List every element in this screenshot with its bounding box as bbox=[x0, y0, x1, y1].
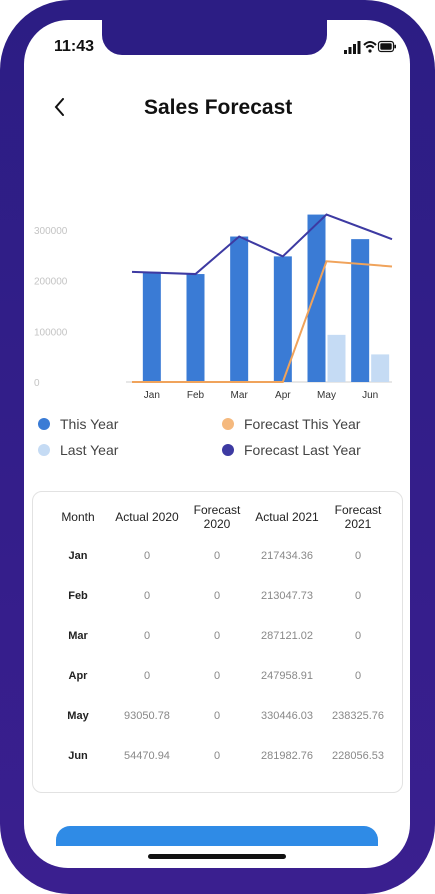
x-tick-label: Jun bbox=[362, 390, 378, 401]
table-header-forecast-2021: Forecast 2021 bbox=[334, 503, 382, 531]
table-cell: 247958.91 bbox=[261, 670, 313, 682]
table-cell: 54470.94 bbox=[124, 750, 170, 762]
table-cell-month: May bbox=[67, 710, 89, 722]
table-cell: 0 bbox=[143, 590, 151, 602]
chart-legend: This Year Last Year Forecast This Year F… bbox=[38, 416, 398, 466]
x-tick-label: Mar bbox=[231, 390, 249, 401]
x-tick-label: Jan bbox=[144, 390, 160, 401]
line-forecast-this-year bbox=[132, 260, 393, 383]
table-cell: 0 bbox=[213, 550, 221, 562]
primary-action-button[interactable] bbox=[56, 826, 378, 846]
legend-item-forecast-this-year[interactable]: Forecast This Year bbox=[222, 416, 360, 432]
legend-item-this-year[interactable]: This Year bbox=[38, 416, 118, 432]
legend-this-year-swatch bbox=[38, 418, 50, 430]
table-cell-month: Apr bbox=[68, 670, 88, 682]
legend-item-forecast-last-year[interactable]: Forecast Last Year bbox=[222, 442, 361, 458]
table-cell: 0 bbox=[143, 550, 151, 562]
bar-last-year bbox=[371, 354, 390, 382]
legend-last-year-label: Last Year bbox=[60, 442, 119, 458]
wifi-icon bbox=[363, 41, 377, 53]
legend-forecast-this-year-label: Forecast This Year bbox=[244, 416, 361, 432]
chevron-left-icon bbox=[54, 98, 64, 116]
table-header-actual-2020: Actual 2020 bbox=[115, 510, 179, 524]
table-header-forecast-2020: Forecast 2020 bbox=[193, 503, 241, 531]
x-tick-label: Apr bbox=[275, 390, 291, 401]
table-cell: 0 bbox=[354, 670, 362, 682]
y-tick-label: 0 bbox=[34, 378, 40, 389]
sales-chart: 300000 200000 100000 0 Jan Feb Mar Apr May Jun bbox=[34, 213, 393, 401]
bar-this-year bbox=[186, 274, 205, 382]
bar-this-year bbox=[351, 239, 370, 382]
device-notch bbox=[102, 20, 327, 55]
table-header-month: Month bbox=[61, 510, 95, 524]
legend-forecast-last-year-swatch bbox=[222, 444, 234, 456]
battery-icon bbox=[377, 40, 396, 53]
bar-this-year bbox=[273, 256, 292, 382]
bar-this-year bbox=[230, 236, 249, 382]
bar-last-year bbox=[327, 334, 346, 382]
table-cell: 0 bbox=[143, 630, 151, 642]
y-tick-label: 200000 bbox=[34, 277, 68, 288]
bar-this-year bbox=[142, 271, 161, 382]
table-cell: 0 bbox=[213, 670, 221, 682]
legend-forecast-this-year-swatch bbox=[222, 418, 234, 430]
table-cell: 0 bbox=[354, 590, 362, 602]
table-cell: 330446.03 bbox=[261, 710, 313, 722]
status-icons bbox=[344, 40, 396, 54]
home-indicator bbox=[148, 854, 286, 859]
signal-icon bbox=[344, 41, 361, 54]
table-cell: 0 bbox=[143, 670, 151, 682]
legend-forecast-last-year-label: Forecast Last Year bbox=[244, 442, 361, 458]
y-tick-label: 100000 bbox=[34, 327, 68, 338]
table-cell: 213047.73 bbox=[261, 590, 313, 602]
line-forecast-last-year bbox=[131, 213, 393, 276]
table-header-actual-2021: Actual 2021 bbox=[255, 510, 319, 524]
legend-last-year-swatch bbox=[38, 444, 50, 456]
table-cell: 287121.02 bbox=[261, 630, 313, 642]
table-cell: 228056.53 bbox=[332, 750, 384, 762]
status-time: 11:43 bbox=[54, 38, 95, 55]
legend-item-last-year[interactable]: Last Year bbox=[38, 442, 118, 458]
table-cell-month: Jan bbox=[68, 550, 88, 562]
bar-this-year bbox=[307, 214, 326, 382]
table-cell: 0 bbox=[213, 710, 221, 722]
y-tick-label: 300000 bbox=[34, 226, 68, 237]
table-cell-month: Mar bbox=[68, 630, 88, 642]
table-cell: 0 bbox=[213, 630, 221, 642]
table-cell: 217434.36 bbox=[261, 550, 313, 562]
x-tick-label: May bbox=[317, 390, 336, 401]
table-cell: 93050.78 bbox=[124, 710, 170, 722]
back-button[interactable] bbox=[46, 94, 72, 120]
legend-this-year-label: This Year bbox=[60, 416, 119, 432]
table-cell: 0 bbox=[213, 590, 221, 602]
table-cell: 238325.76 bbox=[332, 710, 384, 722]
table-cell-month: Feb bbox=[68, 590, 88, 602]
table-cell-month: Jun bbox=[68, 750, 88, 762]
table-cell: 0 bbox=[354, 550, 362, 562]
forecast-table: Month Actual 2020 Forecast 2020 Actual 20… bbox=[32, 491, 403, 793]
page-title: Sales Forecast bbox=[144, 96, 293, 119]
table-cell: 0 bbox=[354, 630, 362, 642]
table-cell: 0 bbox=[213, 750, 221, 762]
x-tick-label: Feb bbox=[187, 390, 205, 401]
page-header: Sales Forecast bbox=[24, 88, 410, 128]
table-cell: 281982.76 bbox=[261, 750, 313, 762]
